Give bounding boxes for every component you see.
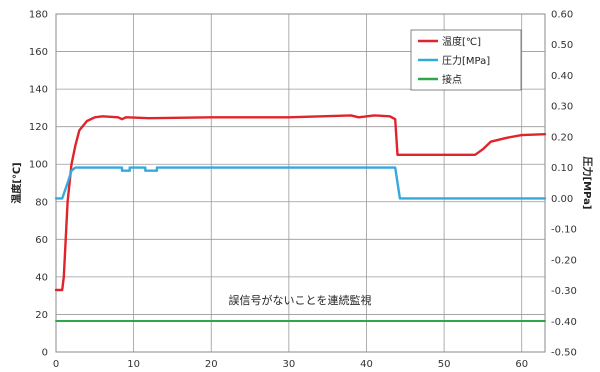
y-left-tick-label: 140 bbox=[29, 85, 48, 96]
series-lines bbox=[54, 114, 547, 322]
y-left-tick-label: 180 bbox=[29, 10, 48, 21]
x-tick-label: 60 bbox=[515, 359, 528, 370]
y-right-tick-label: 0.30 bbox=[551, 102, 573, 113]
y-left-tick-label: 40 bbox=[35, 272, 48, 283]
y-right-axis-title: 圧力[MPa] bbox=[581, 157, 594, 210]
y-right-tick-label: 0.20 bbox=[551, 132, 573, 143]
series-line-0 bbox=[54, 114, 547, 292]
y-right-tick-label: 0.60 bbox=[551, 10, 573, 21]
y-right-tick-label: 0.10 bbox=[551, 163, 573, 174]
legend-label-contact: 接点 bbox=[442, 73, 462, 86]
y-left-tick-label: 100 bbox=[29, 160, 48, 171]
y-right-tick-label: -0.50 bbox=[551, 348, 577, 359]
tick-labels: 020406080100120140160180-0.50-0.40-0.30-… bbox=[29, 10, 577, 371]
y-right-tick-label: 0.50 bbox=[551, 40, 573, 51]
x-tick-label: 50 bbox=[438, 359, 451, 370]
x-tick-label: 10 bbox=[127, 359, 140, 370]
legend: 温度[℃] 圧力[MPa] 接点 bbox=[410, 29, 522, 91]
y-right-tick-label: -0.30 bbox=[551, 286, 577, 297]
y-left-tick-label: 60 bbox=[35, 235, 48, 246]
x-tick-label: 30 bbox=[282, 359, 295, 370]
legend-label-temp: 温度[℃] bbox=[442, 35, 481, 48]
y-left-tick-label: 20 bbox=[35, 310, 48, 321]
x-tick-label: 40 bbox=[360, 359, 373, 370]
x-tick-label: 20 bbox=[205, 359, 218, 370]
series-line-1 bbox=[54, 166, 547, 200]
y-left-tick-label: 80 bbox=[35, 197, 48, 208]
y-right-tick-label: 0.40 bbox=[551, 71, 573, 82]
y-left-axis-title: 温度[℃] bbox=[10, 162, 23, 203]
y-right-tick-label: -0.10 bbox=[551, 225, 577, 236]
legend-label-pressure: 圧力[MPa] bbox=[442, 54, 490, 67]
y-right-tick-label: -0.40 bbox=[551, 317, 577, 328]
y-right-tick-label: -0.20 bbox=[551, 255, 577, 266]
x-tick-label: 0 bbox=[53, 359, 59, 370]
y-left-tick-label: 0 bbox=[42, 348, 48, 359]
y-left-tick-label: 160 bbox=[29, 47, 48, 58]
y-left-tick-label: 120 bbox=[29, 122, 48, 133]
annotation: 誤信号がないことを連続監視 bbox=[229, 293, 372, 307]
y-right-tick-label: 0.00 bbox=[551, 194, 573, 205]
